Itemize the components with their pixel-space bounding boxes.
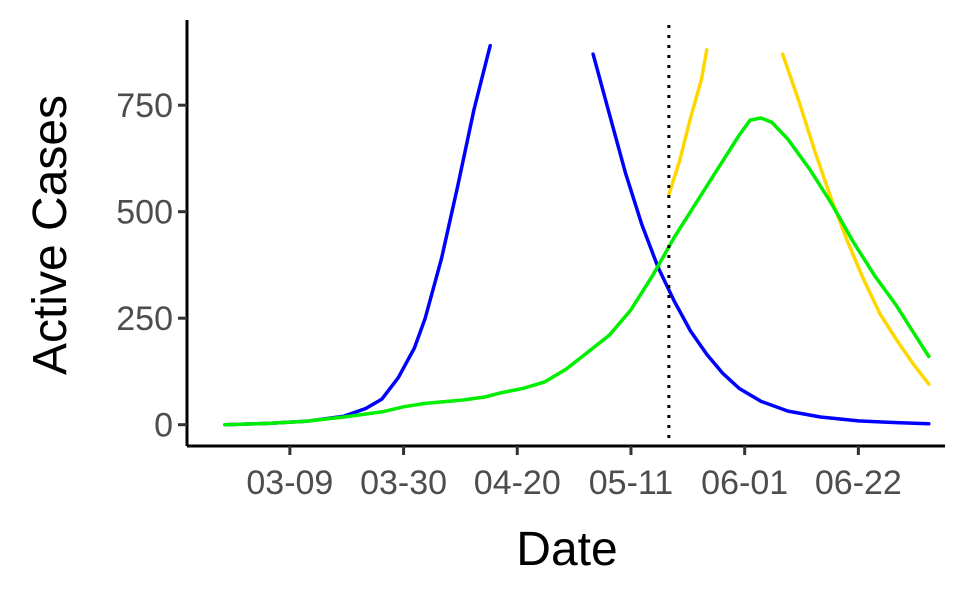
y-axis-title: Active Cases — [24, 95, 77, 375]
x-tick-label: 03-30 — [360, 464, 447, 502]
x-axis-title: Date — [516, 523, 617, 576]
x-tick-label: 05-11 — [589, 464, 673, 502]
y-tick-label: 750 — [116, 87, 173, 125]
y-tick-label: 250 — [116, 300, 173, 338]
x-tick-label: 04-20 — [474, 464, 561, 502]
x-tick-label: 06-01 — [701, 464, 788, 502]
series-line — [780, 52, 931, 386]
series-line — [223, 116, 931, 427]
plot-area — [223, 25, 931, 446]
x-tick-label: 06-22 — [815, 464, 902, 502]
y-axis-ticks: 0 250 500 750 — [116, 87, 187, 445]
y-tick-label: 500 — [116, 194, 173, 232]
x-tick-label: 03-09 — [246, 464, 333, 502]
x-axis-ticks: 03-09 03-30 04-20 05-11 06-01 06-22 — [246, 446, 902, 502]
series-line — [667, 48, 709, 197]
series-layer — [223, 43, 931, 427]
series-line — [591, 52, 931, 426]
y-tick-label: 0 — [154, 407, 173, 445]
series-line — [223, 43, 492, 427]
